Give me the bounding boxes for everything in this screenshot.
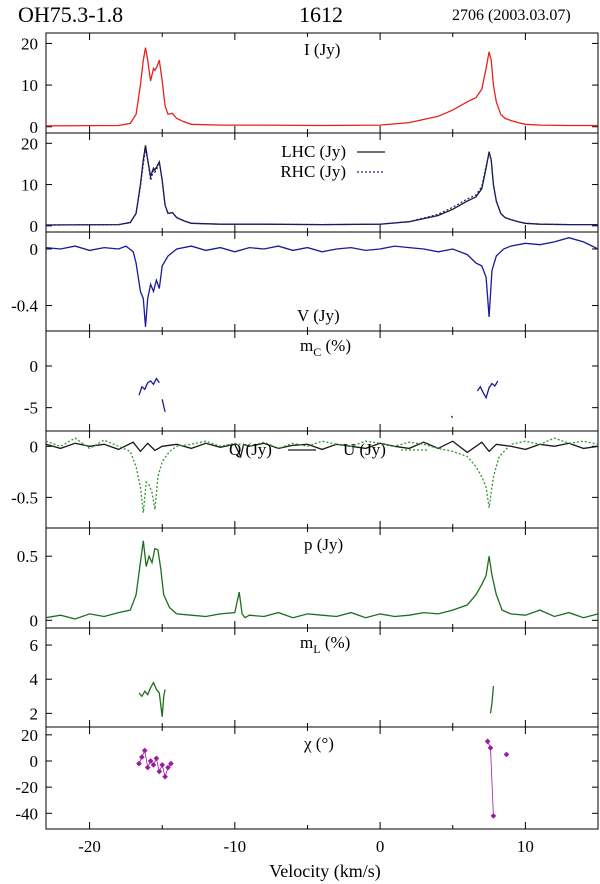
y-tick-label: 0 (30, 611, 39, 630)
series-line (45, 237, 599, 327)
data-point (150, 762, 157, 768)
y-tick-label: 20 (21, 134, 38, 153)
source-name: OH75.3-1.8 (18, 2, 124, 27)
series-line (45, 540, 599, 620)
line-frequency: 1612 (299, 2, 343, 27)
observation-id: 2706 (2003.03.07) (452, 7, 571, 24)
y-tick-label: 0 (30, 437, 39, 456)
data-point (503, 751, 510, 758)
data-point (156, 768, 163, 775)
panel-title: V (Jy) (297, 306, 340, 325)
data-point (490, 813, 497, 819)
y-tick-label: 0.5 (17, 547, 38, 566)
legend-label: LHC (Jy) (281, 142, 346, 161)
y-tick-label: -5 (24, 399, 38, 418)
y-tick-label: 2 (30, 704, 39, 723)
x-tick-label: -10 (224, 837, 247, 856)
data-point (159, 762, 166, 768)
data-point (144, 764, 151, 771)
series-line (45, 440, 599, 459)
x-tick-label: 10 (517, 837, 534, 856)
data-point (487, 745, 494, 751)
data-point (139, 754, 145, 760)
y-tick-label: -20 (15, 778, 38, 797)
series-line (450, 415, 454, 419)
x-axis-label: Velocity (km/s) (269, 861, 380, 882)
series-line (45, 145, 598, 226)
series-line (45, 437, 599, 513)
legend-label: RHC (Jy) (280, 162, 346, 181)
y-tick-label: -0.4 (11, 297, 38, 316)
legend-label: U (Jy) (343, 440, 386, 459)
data-point (165, 764, 171, 771)
panel-title: mC (%) (300, 336, 351, 359)
series-line (487, 741, 494, 816)
panel-title: χ (°) (303, 734, 334, 753)
y-tick-label: 20 (21, 726, 38, 745)
y-tick-label: 0 (30, 118, 39, 137)
y-tick-label: 20 (21, 34, 38, 53)
panel-title: I (Jy) (304, 40, 340, 59)
y-tick-label: 0 (30, 217, 39, 236)
series-line (45, 47, 598, 127)
data-point (141, 747, 148, 754)
series-line (489, 685, 495, 714)
y-tick-label: -40 (15, 804, 38, 823)
data-point (484, 738, 491, 745)
series-line (476, 380, 499, 400)
data-point (136, 760, 142, 767)
x-tick-label: 0 (376, 837, 385, 856)
y-tick-label: 4 (30, 670, 39, 689)
data-point (168, 760, 174, 767)
y-tick-label: 10 (21, 176, 38, 195)
panel-title: p (Jy) (304, 535, 343, 554)
panel-title: mL (%) (300, 633, 350, 656)
data-point (162, 773, 168, 780)
panel-frame (45, 430, 599, 529)
series-line (161, 399, 166, 412)
y-tick-label: 0 (30, 240, 39, 259)
legend-label: Q (Jy) (229, 440, 272, 459)
series-line (138, 377, 160, 396)
y-tick-label: 6 (30, 636, 39, 655)
y-tick-label: 0 (30, 357, 39, 376)
x-tick-label: -20 (78, 837, 101, 856)
y-tick-label: 0 (30, 752, 39, 771)
data-point (147, 758, 154, 764)
series-line (138, 681, 166, 717)
y-tick-label: -0.5 (11, 488, 38, 507)
y-tick-label: 10 (21, 76, 38, 95)
panel-frame (45, 726, 599, 830)
data-point (153, 755, 160, 762)
